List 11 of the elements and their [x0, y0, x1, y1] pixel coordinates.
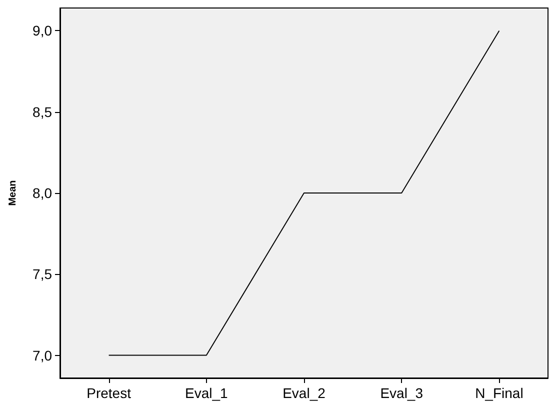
y-tick-label: 9,0	[32, 22, 52, 39]
x-tick-label: Eval_2	[282, 385, 326, 401]
x-tick-label: Eval_3	[380, 385, 424, 401]
x-tick-label: N_Final	[475, 385, 524, 401]
y-tick-label: 8,5	[32, 104, 52, 120]
y-tick-label: 8,0	[32, 185, 52, 201]
y-tick-label: 7,0	[32, 347, 52, 364]
y-tick-label: 7,5	[32, 266, 52, 282]
x-tick-label: Pretest	[86, 385, 132, 401]
y-axis-title: Mean	[8, 180, 18, 206]
x-tick-label: Eval_1	[184, 385, 228, 401]
